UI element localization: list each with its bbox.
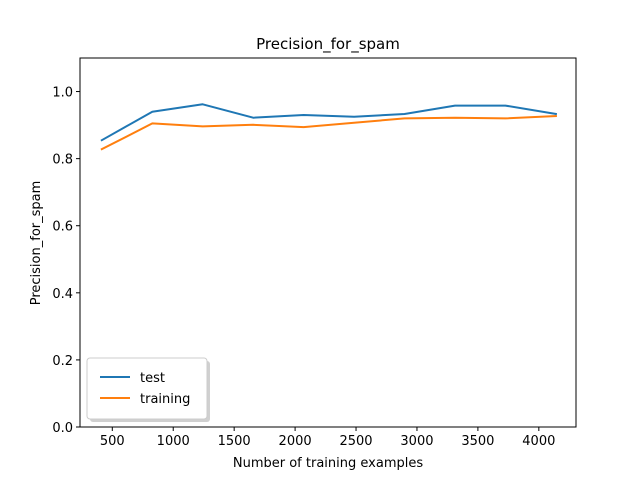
x-tick-label: 1000 <box>157 434 190 449</box>
x-tick-label: 2500 <box>339 434 372 449</box>
y-axis-label: Precision_for_spam <box>29 181 44 306</box>
x-tick-label: 2000 <box>279 434 312 449</box>
series-line-training <box>100 114 557 151</box>
x-tick-label: 4000 <box>522 434 555 449</box>
y-tick-label: 0.6 <box>52 220 73 235</box>
x-tick-label: 3500 <box>461 434 494 449</box>
x-tick-label: 500 <box>100 434 125 449</box>
y-tick-label: 0.8 <box>52 153 73 168</box>
x-axis-ticks: 500 1000 1500 2000 2500 3000 3500 4000 <box>100 427 555 449</box>
plot-area: 500 1000 1500 2000 2500 3000 3500 4000 0.00.20.… <box>52 57 577 449</box>
x-tick-label: 1500 <box>218 434 251 449</box>
x-tick-label: 3000 <box>400 434 433 449</box>
y-tick-label: 0.2 <box>52 354 73 369</box>
y-tick-label: 0.4 <box>52 287 73 302</box>
series-lines <box>100 103 558 151</box>
legend-label-test: test <box>140 371 165 386</box>
series-line-test <box>100 103 558 142</box>
chart-title: Precision_for_spam <box>256 35 400 54</box>
y-tick-label: 1.0 <box>52 86 73 101</box>
legend-label-training: training <box>140 392 190 407</box>
legend: test training <box>86 357 210 422</box>
legend-box <box>86 357 208 420</box>
x-axis-label: Number of training examples <box>233 456 423 471</box>
y-tick-label: 0.0 <box>52 421 73 436</box>
axes-frame <box>79 57 577 428</box>
y-axis-ticks: 0.0 0.2 0.4 0.6 0.8 1.0 <box>52 86 80 436</box>
